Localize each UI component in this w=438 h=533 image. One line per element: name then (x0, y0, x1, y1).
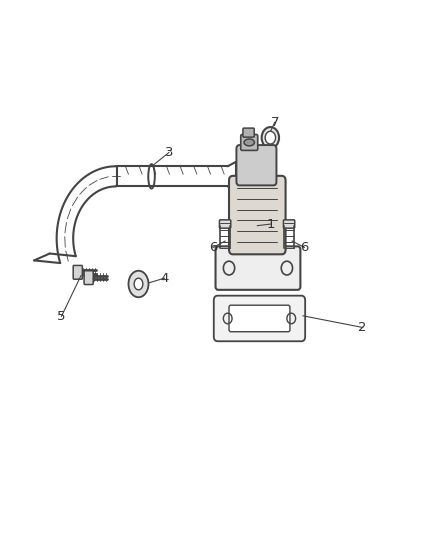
FancyBboxPatch shape (243, 128, 254, 137)
FancyBboxPatch shape (241, 134, 258, 150)
Text: 3: 3 (165, 146, 173, 159)
FancyBboxPatch shape (229, 176, 286, 254)
Text: 2: 2 (358, 321, 367, 334)
Ellipse shape (128, 271, 148, 297)
Ellipse shape (134, 278, 143, 290)
Text: 4: 4 (160, 272, 169, 285)
FancyBboxPatch shape (84, 271, 93, 285)
Ellipse shape (244, 139, 254, 146)
Ellipse shape (261, 127, 279, 148)
Ellipse shape (265, 131, 276, 144)
Text: 6: 6 (300, 241, 308, 254)
FancyBboxPatch shape (283, 220, 295, 228)
FancyBboxPatch shape (215, 246, 300, 290)
Text: 7: 7 (270, 116, 279, 129)
FancyBboxPatch shape (229, 305, 290, 332)
FancyBboxPatch shape (219, 220, 231, 228)
FancyBboxPatch shape (214, 296, 305, 341)
FancyBboxPatch shape (237, 145, 276, 185)
Text: 5: 5 (57, 310, 66, 323)
Text: 1: 1 (266, 217, 275, 231)
Text: 6: 6 (209, 241, 218, 254)
FancyBboxPatch shape (73, 265, 82, 279)
